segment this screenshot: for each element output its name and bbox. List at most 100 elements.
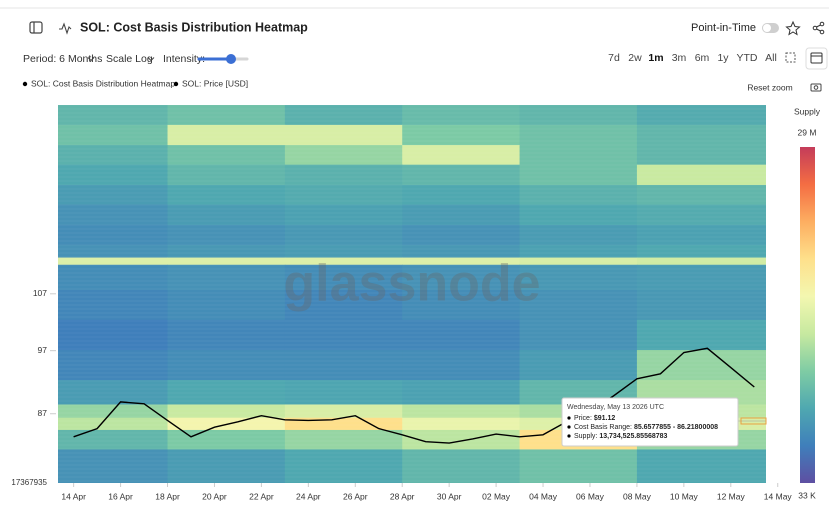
heatmap-cell bbox=[284, 244, 403, 259]
share-line bbox=[816, 28, 821, 32]
heatmap-cell bbox=[284, 105, 403, 126]
intensity-slider[interactable] bbox=[197, 54, 249, 64]
colorbar-title: Supply bbox=[794, 106, 821, 116]
range-button[interactable]: 3m bbox=[672, 52, 687, 64]
calendar-icon bbox=[810, 52, 823, 64]
x-tick-label: 14 Apr bbox=[61, 491, 86, 501]
heatmap-cell bbox=[58, 105, 169, 126]
range-button[interactable]: 7d bbox=[608, 52, 620, 64]
heatmap-cell bbox=[519, 224, 638, 246]
heatmap-cell bbox=[284, 380, 403, 405]
heatmap-cell bbox=[58, 224, 169, 246]
heatmap-cell bbox=[519, 244, 638, 259]
heatmap-cell bbox=[636, 264, 766, 291]
zoom-select-button[interactable] bbox=[785, 52, 796, 63]
heatmap-cell bbox=[58, 244, 169, 259]
heatmap-cell bbox=[402, 417, 521, 431]
heatmap-cell bbox=[284, 184, 403, 206]
scale-select[interactable]: Scale Log bbox=[106, 53, 155, 65]
sidebar-button[interactable] bbox=[29, 21, 43, 34]
heatmap-cell bbox=[167, 350, 286, 381]
heatmap-cell bbox=[58, 124, 169, 146]
legend-dot bbox=[173, 81, 179, 87]
heatmap-cell bbox=[284, 264, 403, 291]
colorbar-tick-label: 29 M bbox=[798, 127, 817, 137]
x-tick-label: 18 Apr bbox=[155, 491, 180, 501]
heatmap-cell bbox=[284, 124, 403, 146]
heatmap-cell bbox=[167, 319, 286, 351]
heatmap-cell bbox=[167, 224, 286, 246]
x-tick-label: 22 Apr bbox=[249, 491, 274, 501]
legend-entry[interactable]: SOL: Price [USD] bbox=[182, 78, 248, 88]
heatmap-cell bbox=[284, 429, 403, 450]
favorite-button[interactable] bbox=[785, 20, 801, 36]
heatmap-cell bbox=[167, 449, 286, 483]
x-tick-label: 12 May bbox=[717, 491, 746, 501]
legend-entry[interactable]: SOL: Cost Basis Distribution Heatmap bbox=[31, 78, 175, 88]
heatmap-cell bbox=[636, 290, 766, 321]
range-button[interactable]: 1y bbox=[717, 52, 729, 64]
heatmap-cell bbox=[284, 145, 403, 166]
heatmap-cell bbox=[519, 124, 638, 146]
heatmap-cell bbox=[58, 257, 169, 266]
share-button[interactable] bbox=[812, 21, 825, 35]
heatmap-cell bbox=[284, 224, 403, 246]
range-button[interactable]: 2w bbox=[628, 52, 642, 64]
range-button[interactable]: All bbox=[765, 52, 777, 64]
heatmap bbox=[58, 105, 766, 483]
heatmap-cell bbox=[402, 449, 521, 483]
heatmap-cell bbox=[284, 350, 403, 381]
heatmap-cell bbox=[636, 449, 766, 483]
period-select[interactable]: Period: 6 Months bbox=[23, 53, 102, 65]
tooltip-bullet bbox=[567, 434, 571, 438]
heatmap-cell bbox=[519, 204, 638, 226]
heatmap-cell bbox=[167, 145, 286, 166]
range-button[interactable]: 6m bbox=[695, 52, 710, 64]
heatmap-cell bbox=[636, 164, 766, 186]
tooltip-value: $91.12 bbox=[594, 415, 616, 422]
tooltip-value: 85.6577855 - 86.21800008 bbox=[634, 424, 718, 431]
point-in-time-label: Point-in-Time bbox=[691, 22, 756, 34]
x-tick-label: 14 May bbox=[764, 491, 793, 501]
heatmap-cell bbox=[519, 449, 638, 483]
tooltip-label: Price: bbox=[574, 415, 592, 422]
heatmap-cell bbox=[167, 380, 286, 405]
share-dot bbox=[819, 29, 825, 35]
y-tick-label: 97 bbox=[38, 345, 48, 355]
range-button[interactable]: 1m bbox=[648, 52, 663, 64]
heatmap-cell bbox=[636, 350, 766, 381]
heatmap-cell bbox=[636, 105, 766, 126]
period-label: Period: 6 Months bbox=[23, 53, 102, 65]
x-tick-label: 28 Apr bbox=[390, 491, 415, 501]
price-line bbox=[73, 347, 755, 444]
heatmap-cell bbox=[284, 319, 403, 351]
hover-cell bbox=[740, 417, 767, 425]
heatmap-cell bbox=[167, 124, 286, 146]
heatmap-cell bbox=[58, 184, 169, 206]
page-title: SOL: Cost Basis Distribution Heatmap bbox=[80, 20, 308, 34]
heatmap-cell bbox=[58, 204, 169, 226]
heatmap-cell bbox=[284, 204, 403, 226]
heatmap-cell bbox=[636, 319, 766, 351]
point-in-time-toggle[interactable] bbox=[762, 23, 779, 33]
heatmap-cell bbox=[402, 290, 521, 321]
camera-lens bbox=[813, 85, 819, 90]
share-dot bbox=[812, 25, 818, 31]
tooltip-row: Supply: 13,734,525.85568783 bbox=[574, 433, 668, 440]
calendar-button[interactable] bbox=[805, 47, 828, 70]
heatmap-cell bbox=[402, 105, 521, 126]
y-tick-label: 107 bbox=[33, 288, 47, 298]
tooltip-value: 13,734,525.85568783 bbox=[599, 433, 667, 440]
heatmap-cell bbox=[167, 184, 286, 206]
heatmap-cell bbox=[402, 257, 521, 266]
camera-icon bbox=[810, 83, 822, 92]
heatmap-cell bbox=[58, 145, 169, 166]
heatmap-cell bbox=[402, 350, 521, 381]
x-tick-label: 08 May bbox=[623, 491, 652, 501]
legend-dot bbox=[22, 81, 28, 87]
range-button[interactable]: YTD bbox=[737, 52, 758, 64]
chevron bbox=[87, 57, 95, 62]
slider-knob bbox=[226, 54, 236, 64]
reset-zoom-button[interactable]: Reset zoom bbox=[747, 82, 792, 92]
screenshot-button[interactable] bbox=[810, 83, 822, 92]
